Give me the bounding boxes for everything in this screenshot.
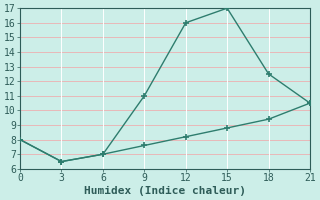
X-axis label: Humidex (Indice chaleur): Humidex (Indice chaleur) bbox=[84, 186, 246, 196]
